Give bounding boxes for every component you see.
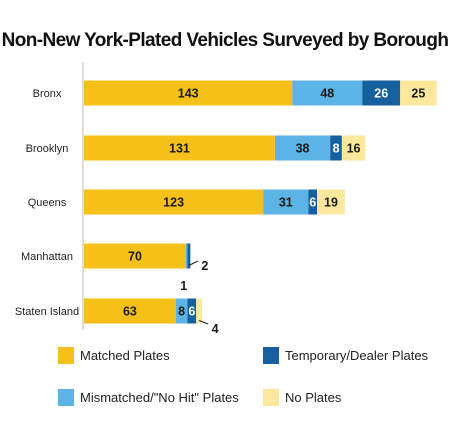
data-label-manhattan-matched-plates: 70 xyxy=(128,250,142,264)
bar-manhattan-matched-plates xyxy=(84,243,186,269)
bar-brooklyn-temporary-dealer-plates xyxy=(330,135,342,161)
data-label-queens-mismatched-no-hit-plates: 31 xyxy=(279,196,293,210)
bar-staten-island-no-plates xyxy=(196,298,203,324)
legend-label-temporary-dealer-plates: Temporary/Dealer Plates xyxy=(285,348,429,363)
bar-bronx-matched-plates xyxy=(84,80,293,106)
legend-swatch-no-plates xyxy=(263,389,279,406)
bar-manhattan-temporary-dealer-plates xyxy=(187,243,191,269)
data-label-staten-island-matched-plates: 63 xyxy=(123,305,137,319)
data-label-queens-temporary-dealer-plates: 6 xyxy=(309,196,316,210)
bar-brooklyn-no-plates xyxy=(341,135,366,161)
data-label-staten-island-temporary-dealer-plates: 6 xyxy=(188,305,195,319)
bar-staten-island-matched-plates xyxy=(84,298,176,324)
category-label-manhattan: Manhattan xyxy=(21,251,73,263)
category-label-brooklyn: Brooklyn xyxy=(26,143,69,155)
legend-swatch-temporary-dealer-plates xyxy=(263,347,279,364)
chart-title: Non-New York-Plated Vehicles Surveyed by… xyxy=(2,30,449,51)
category-label-staten-island: Staten Island xyxy=(15,306,79,318)
data-label-staten-island-no-plates: 4 xyxy=(212,322,219,336)
data-label-staten-island-mismatched-no-hit-plates: 8 xyxy=(178,305,185,319)
data-label-bronx-mismatched-no-hit-plates: 48 xyxy=(320,87,334,101)
data-label-manhattan-mismatched-no-hit-plates: 1 xyxy=(180,279,187,293)
legend-swatch-mismatched-no-hit-plates xyxy=(58,389,74,406)
data-label-queens-matched-plates: 123 xyxy=(163,196,184,210)
data-label-bronx-no-plates: 25 xyxy=(411,87,425,101)
data-label-manhattan-temporary-dealer-plates: 2 xyxy=(201,259,208,273)
data-label-brooklyn-temporary-dealer-plates: 8 xyxy=(333,142,340,156)
legend-label-mismatched-no-hit-plates: Mismatched/"No Hit" Plates xyxy=(80,390,239,405)
data-label-brooklyn-matched-plates: 131 xyxy=(169,142,190,156)
data-label-queens-no-plates: 19 xyxy=(324,196,338,210)
bar-brooklyn-mismatched-no-hit-plates xyxy=(274,135,331,161)
bar-queens-matched-plates xyxy=(84,189,264,215)
data-label-bronx-matched-plates: 143 xyxy=(178,87,199,101)
data-label-brooklyn-mismatched-no-hit-plates: 38 xyxy=(296,142,310,156)
legend-swatch-matched-plates xyxy=(58,347,74,364)
category-label-bronx: Bronx xyxy=(33,88,62,100)
data-label-brooklyn-no-plates: 16 xyxy=(347,142,361,156)
bar-queens-temporary-dealer-plates xyxy=(308,189,318,215)
category-label-queens: Queens xyxy=(28,197,67,209)
legend-label-no-plates: No Plates xyxy=(285,390,342,405)
bar-staten-island-mismatched-no-hit-plates xyxy=(175,298,188,324)
bar-brooklyn-matched-plates xyxy=(84,135,275,161)
bar-queens-mismatched-no-hit-plates xyxy=(263,189,309,215)
bar-bronx-mismatched-no-hit-plates xyxy=(292,80,363,106)
legend-label-matched-plates: Matched Plates xyxy=(80,348,170,363)
bar-queens-no-plates xyxy=(317,189,345,215)
leader-line-staten-island-no-plates xyxy=(198,320,209,325)
legend: Matched Plates Temporary/Dealer Plates Mis… xyxy=(58,347,429,406)
leader-line-manhattan-temporary-dealer-plates xyxy=(188,260,199,266)
bar-bronx-temporary-dealer-plates xyxy=(362,80,401,106)
bar-staten-island-temporary-dealer-plates xyxy=(187,298,197,324)
data-label-bronx-temporary-dealer-plates: 26 xyxy=(374,87,388,101)
bar-manhattan-mismatched-no-hit-plates xyxy=(185,243,188,269)
bar-bronx-no-plates xyxy=(400,80,437,106)
